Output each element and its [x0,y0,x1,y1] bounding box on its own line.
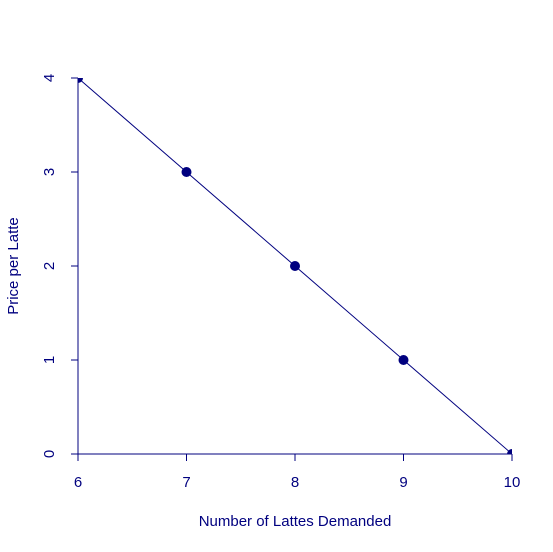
data-point [181,167,192,177]
x-tick-label: 8 [291,474,299,491]
x-tick-label: 7 [182,474,190,491]
data-point [398,355,409,365]
plot-area [78,78,512,454]
y-tick-label: 3 [41,168,58,176]
x-tick-label: 10 [504,474,521,491]
y-tick-label: 1 [41,356,58,364]
x-tick-label: 6 [74,474,82,491]
data-point [78,78,83,83]
y-tick-label: 2 [41,262,58,270]
x-tick-label: 9 [399,474,407,491]
data-point [290,261,300,271]
y-tick-label: 4 [41,74,58,82]
y-tick-label: 0 [41,450,58,458]
x-axis-title: Number of Lattes Demanded [199,513,392,530]
data-point [507,449,512,454]
y-axis-title: Price per Latte [5,217,22,315]
